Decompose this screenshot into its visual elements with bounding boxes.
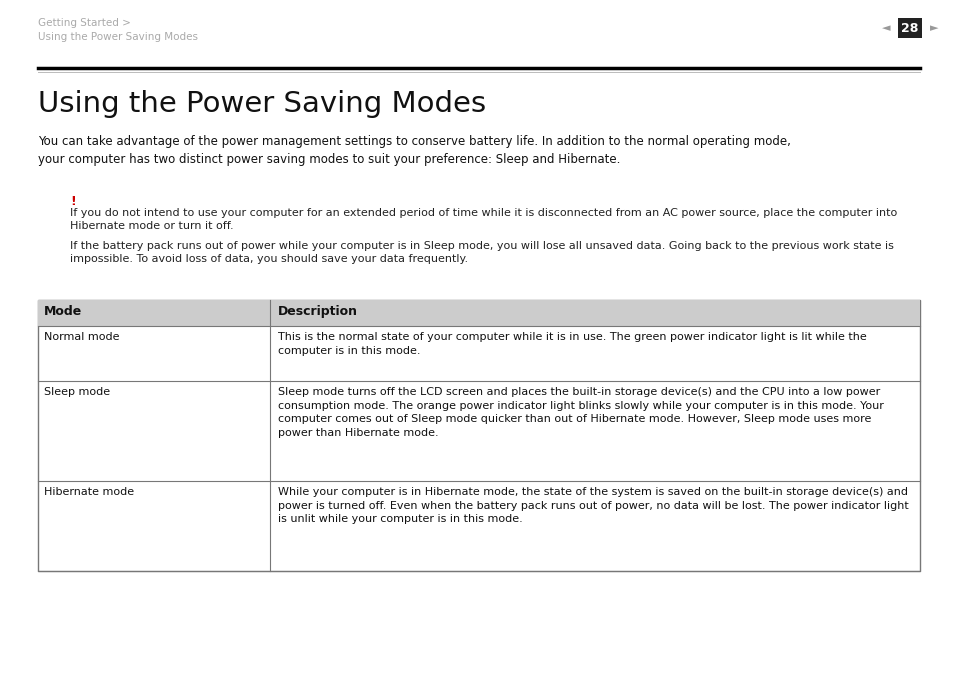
Bar [38,300,919,326]
Text: Sleep mode: Sleep mode [44,387,110,397]
Text: ◄: ◄ [881,23,889,33]
Text: This is the normal state of your computer while it is in use. The green power in: This is the normal state of your compute… [277,332,866,356]
Text: Getting Started >: Getting Started > [38,18,131,28]
Text: If you do not intend to use your computer for an extended period of time while i: If you do not intend to use your compute… [70,208,897,231]
Text: Normal mode: Normal mode [44,332,119,342]
Bar [38,300,919,571]
Text: While your computer is in Hibernate mode, the state of the system is saved on th: While your computer is in Hibernate mode… [277,487,908,524]
Text: Mode: Mode [44,305,82,318]
Text: 28: 28 [901,22,918,34]
Text: Hibernate mode: Hibernate mode [44,487,134,497]
Text: Using the Power Saving Modes: Using the Power Saving Modes [38,90,486,118]
Text: Using the Power Saving Modes: Using the Power Saving Modes [38,32,198,42]
Text: ►: ► [928,23,937,33]
Text: !: ! [70,195,75,208]
Text: Description: Description [277,305,357,318]
Text: If the battery pack runs out of power while your computer is in Sleep mode, you : If the battery pack runs out of power wh… [70,241,893,264]
Text: Sleep mode turns off the LCD screen and places the built-in storage device(s) an: Sleep mode turns off the LCD screen and … [277,387,882,438]
Text: You can take advantage of the power management settings to conserve battery life: You can take advantage of the power mana… [38,135,790,166]
